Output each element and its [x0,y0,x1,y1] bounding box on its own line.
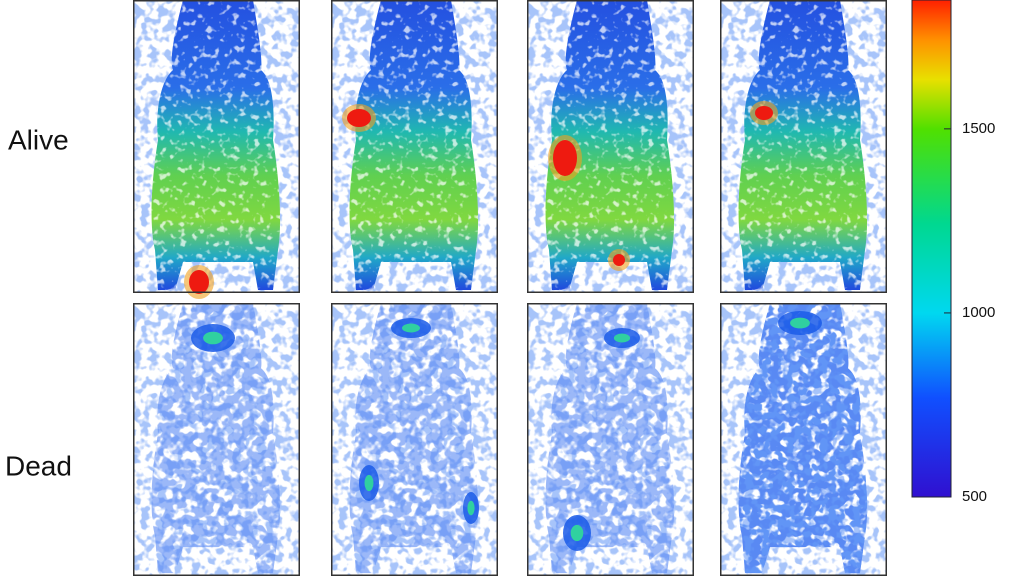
panel-frame [331,303,498,576]
panel-frame [527,303,694,576]
texture [738,0,868,290]
colorbar-ticks: 500 1000 1500 [944,120,995,505]
mouse-body [738,0,868,290]
mouse-body [349,0,479,290]
signal-core [467,500,475,516]
mouse-body [151,0,281,290]
signal-core [402,323,420,333]
texture [349,0,479,290]
hotspot [755,106,773,120]
colorbar-tick-label: 500 [962,488,987,505]
colorbar-tick-label: 1000 [962,304,995,321]
mouse-panel [720,303,887,576]
panel-frame [331,0,498,293]
mouse-panel [527,303,694,576]
panel-frame [720,0,887,293]
texture [151,0,281,290]
signal-core [570,524,584,542]
signal [738,303,868,574]
row-label: Dead [5,450,72,481]
mouse-panel [133,0,300,299]
panel-frame [720,303,887,576]
mouse-panel [527,0,694,293]
signal-core [613,333,631,343]
hotspot [553,140,577,176]
hotspot [347,109,371,127]
signal [349,303,479,574]
signal-core [364,474,374,492]
panel-frame [133,0,300,293]
mouse-panel [133,303,300,576]
mouse-body [349,303,479,574]
mouse-panel [331,0,498,293]
mouse-panel [720,0,887,293]
row-label: Alive [8,124,69,155]
mouse-body [738,303,868,574]
panel-frame [133,303,300,576]
hotspot [613,254,625,266]
colorbar-tick-label: 1500 [962,120,995,137]
colorbar [911,0,952,498]
signal-core [790,317,810,329]
mouse-panel [331,303,498,576]
panel-frame [527,0,694,293]
signal-core [203,331,223,345]
panels [133,0,887,576]
hotspot [189,270,209,294]
